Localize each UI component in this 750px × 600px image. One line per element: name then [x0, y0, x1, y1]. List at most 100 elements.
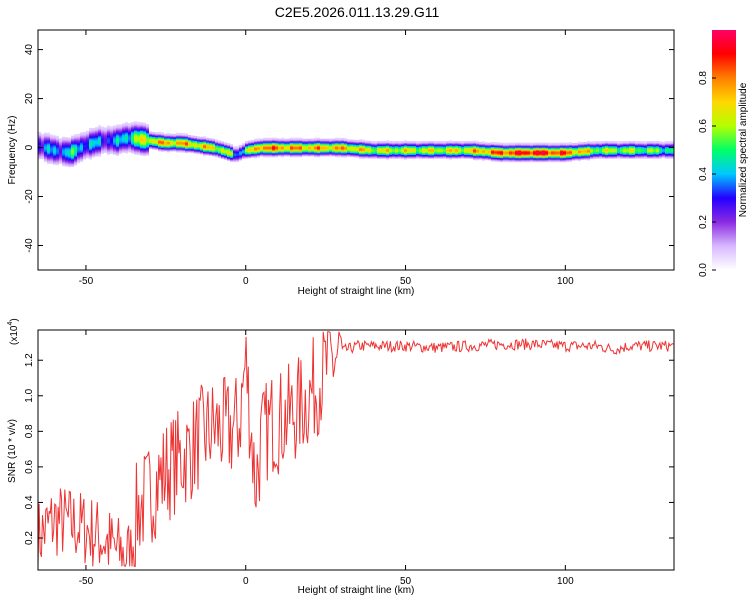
heatmap-cell: [155, 132, 158, 135]
heatmap-cell: [83, 132, 86, 135]
heatmap-cell: [197, 136, 200, 139]
heatmap-cell: [167, 132, 170, 135]
heatmap-cell: [497, 142, 500, 145]
heatmap-cell: [107, 125, 110, 128]
heatmap-cell: [407, 141, 410, 144]
x-tick-label: 0: [243, 576, 249, 587]
heatmap-cell: [371, 141, 374, 144]
heatmap-cell: [278, 138, 281, 141]
heatmap-cell: [194, 135, 197, 138]
heatmap-cell: [59, 138, 62, 141]
x-tick-label: 0: [243, 276, 249, 287]
heatmap-cell: [89, 128, 92, 131]
heatmap-cell: [533, 142, 536, 145]
heatmap-cell: [335, 137, 338, 140]
heatmap-cell: [146, 124, 149, 127]
x-tick-label: 100: [557, 276, 574, 287]
heatmap-cell: [641, 141, 644, 144]
heatmap-cell: [227, 143, 230, 146]
svg-text:(x104): (x104): [7, 318, 20, 345]
spectrogram-y-ticks: -40 -20 0 20 40: [24, 44, 674, 253]
heatmap-cell: [95, 127, 98, 130]
heatmap-cell: [68, 137, 71, 140]
heatmap-cell: [176, 132, 179, 135]
colorbar-label: Normalized spectral amplitude: [738, 82, 749, 217]
heatmap-cell: [188, 134, 191, 137]
spectrogram-x-label: Height of straight line (km): [298, 286, 415, 297]
snr-y-ticks: 0.2 0.4 0.6 0.8 1.0 1.2: [24, 353, 674, 545]
heatmap-cell: [86, 130, 89, 133]
heatmap-cell: [398, 141, 401, 144]
y-tick-label: 1.0: [24, 388, 35, 402]
heatmap-cell: [221, 141, 224, 144]
heatmap-cell: [629, 141, 632, 144]
heatmap-cell: [170, 133, 173, 136]
heatmap-cell: [503, 142, 506, 145]
colorbar-tick-label: 0.4: [698, 167, 709, 181]
heatmap-cell: [395, 141, 398, 144]
heatmap-cell: [191, 135, 194, 138]
heatmap-cell: [128, 123, 131, 126]
heatmap-cell: [659, 141, 662, 144]
heatmap-cell: [98, 125, 101, 128]
y-tick-label: 0.2: [24, 531, 35, 545]
heatmap-cell: [173, 133, 176, 136]
snr-y-scale-base: (x10: [9, 325, 20, 345]
x-tick-label: -50: [79, 576, 94, 587]
heatmap-cell: [326, 138, 329, 141]
heatmap-cell: [542, 142, 545, 145]
colorbar-gradient: [712, 30, 736, 270]
x-tick-label: 100: [557, 576, 574, 587]
heatmap-cell: [404, 140, 407, 143]
heatmap-cell: [656, 141, 659, 144]
heatmap-cell: [638, 141, 641, 144]
heatmap-cell: [515, 142, 518, 145]
y-tick-label: 0: [24, 144, 35, 150]
heatmap-cell: [599, 141, 602, 144]
heatmap-cell: [353, 139, 356, 142]
y-tick-label: 20: [24, 93, 35, 105]
heatmap-cell: [77, 133, 80, 136]
heatmap-cell: [653, 141, 656, 144]
heatmap-cell: [557, 142, 560, 145]
heatmap-cell: [647, 141, 650, 144]
heatmap-cell: [293, 137, 296, 140]
heatmap-cell: [161, 132, 164, 135]
heatmap-cell: [245, 141, 248, 144]
heatmap-cell: [479, 142, 482, 145]
heatmap-cell: [350, 139, 353, 142]
heatmap-cell: [437, 141, 440, 144]
heatmap-cell: [416, 141, 419, 144]
heatmap-cell: [236, 146, 239, 149]
heatmap-cell: [242, 143, 245, 146]
heatmap-cell: [602, 141, 605, 144]
heatmap-cell: [488, 142, 491, 145]
heatmap-cell: [152, 131, 155, 134]
heatmap-cell: [440, 141, 443, 144]
heatmap-cell: [377, 141, 380, 144]
heatmap-cell: [200, 136, 203, 139]
heatmap-cell: [458, 141, 461, 144]
heatmap-cell: [413, 141, 416, 144]
heatmap-cell: [164, 133, 167, 136]
heatmap-cell: [359, 139, 362, 142]
heatmap-cell: [356, 139, 359, 142]
heatmap-cell: [644, 141, 647, 144]
heatmap-cell: [494, 142, 497, 145]
heatmap-cell: [596, 141, 599, 144]
x-tick-label: -50: [79, 276, 94, 287]
heatmap-cell: [56, 135, 59, 138]
heatmap-cell: [419, 141, 422, 144]
heatmap-cell: [383, 141, 386, 144]
heatmap-cell: [476, 140, 479, 143]
heatmap-cell: [212, 138, 215, 141]
heatmap-cell: [248, 140, 251, 143]
heatmap-cell: [71, 135, 74, 138]
heatmap-cell: [266, 137, 269, 140]
heatmap-cell: [668, 141, 671, 144]
heatmap-cell: [260, 138, 263, 141]
heatmap-cell: [263, 137, 266, 140]
heatmap-cell: [449, 140, 452, 143]
heatmap-cell: [110, 126, 113, 129]
heatmap-cell: [530, 142, 533, 145]
